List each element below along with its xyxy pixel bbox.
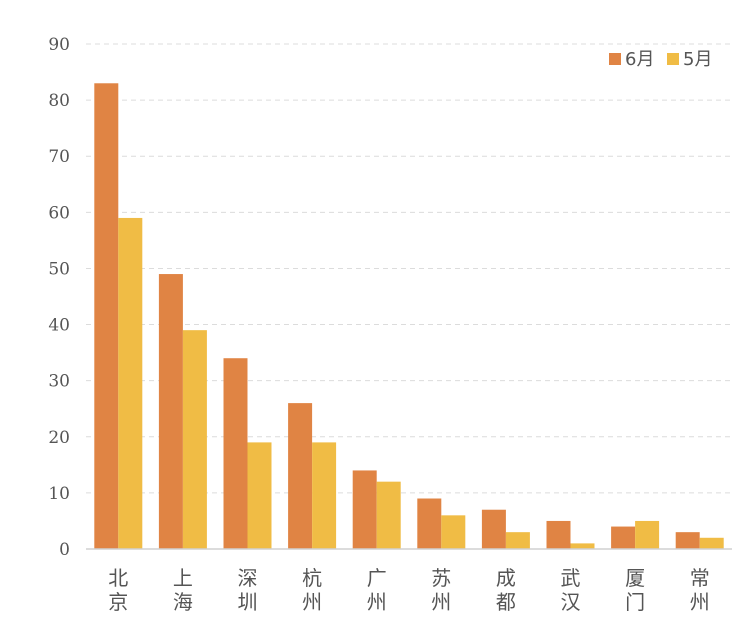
bar-june — [223, 358, 248, 549]
bar-june — [611, 526, 636, 549]
bars — [94, 83, 724, 550]
x-tick-label: 武汉 — [561, 566, 581, 614]
x-tick-label: 苏州 — [431, 566, 451, 614]
x-tick-label: 成都 — [496, 566, 516, 614]
bar-may — [441, 515, 466, 549]
y-tick-label: 20 — [48, 428, 70, 448]
y-tick-label: 80 — [48, 91, 70, 111]
y-tick-label: 60 — [48, 203, 70, 223]
x-tick-label: 常州 — [690, 566, 710, 614]
y-tick-label: 0 — [59, 540, 70, 560]
bar-may — [376, 481, 401, 549]
bar-may — [699, 537, 724, 549]
y-tick-label: 30 — [48, 372, 70, 392]
x-tick-label: 广州 — [367, 566, 387, 614]
bar-june — [288, 403, 313, 549]
y-tick-label: 70 — [48, 147, 70, 167]
y-tick-label: 40 — [48, 316, 70, 336]
x-tick-label: 北京 — [108, 566, 128, 614]
x-tick-label: 上海 — [173, 566, 193, 614]
legend-label: 5月 — [683, 49, 712, 70]
bar-may — [505, 532, 530, 549]
bar-may — [182, 330, 207, 549]
legend-swatch — [609, 53, 621, 65]
y-tick-label: 10 — [48, 484, 70, 504]
bar-june — [481, 509, 506, 549]
bar-june — [417, 498, 442, 549]
y-axis: 0 10 20 30 40 50 60 70 80 90 — [48, 35, 70, 560]
x-tick-label: 杭州 — [302, 566, 322, 614]
y-tick-label: 90 — [48, 35, 70, 55]
bar-may — [118, 217, 143, 549]
bar-june — [158, 274, 183, 549]
bar-may — [635, 520, 660, 549]
bar-may — [570, 543, 595, 549]
legend: 6月 5月 — [609, 49, 712, 70]
x-tick-label: 厦门 — [625, 566, 645, 614]
bar-june — [546, 520, 571, 549]
bar-may — [312, 442, 337, 549]
legend-swatch — [667, 53, 679, 65]
legend-label: 6月 — [625, 49, 654, 70]
bar-may — [247, 442, 272, 549]
bar-june — [675, 532, 700, 549]
bar-june — [94, 83, 119, 550]
x-tick-label: 深圳 — [238, 566, 258, 614]
bar-june — [352, 470, 377, 549]
y-tick-label: 50 — [48, 259, 70, 279]
